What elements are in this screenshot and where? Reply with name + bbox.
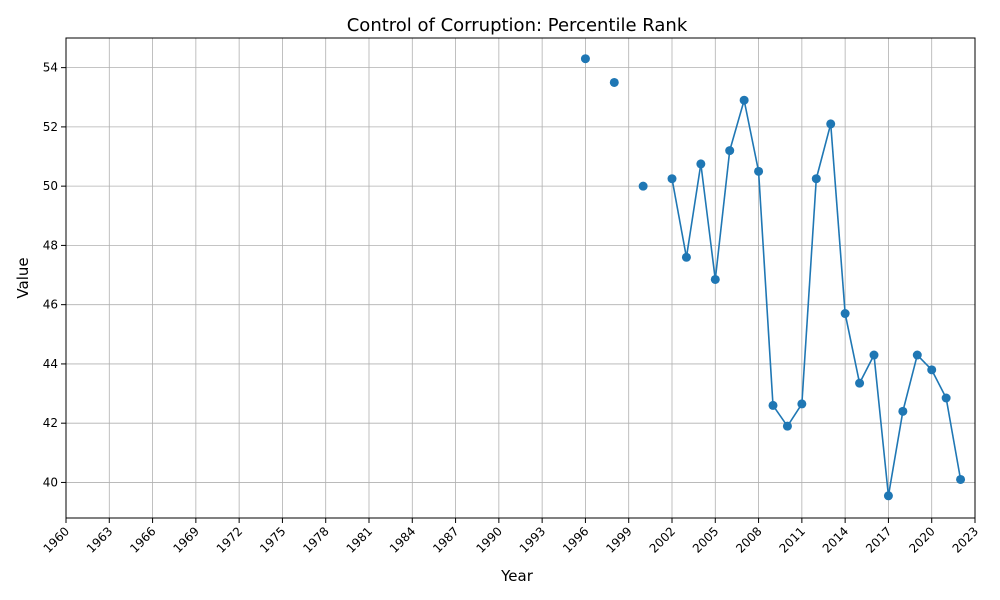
data-point xyxy=(927,365,937,375)
y-tick-label: 46 xyxy=(43,298,58,312)
y-tick-label: 44 xyxy=(43,357,58,371)
y-axis-ticks: 40 42 44 46 48 50 52 54 xyxy=(43,61,66,489)
data-point xyxy=(681,252,691,262)
data-point xyxy=(725,146,735,156)
plot-frame xyxy=(65,37,976,519)
y-tick-label: 54 xyxy=(43,61,58,75)
grid xyxy=(65,38,976,518)
data-point xyxy=(840,309,850,319)
data-point xyxy=(667,174,677,184)
series-line-segment xyxy=(714,150,731,280)
data-point xyxy=(826,119,836,129)
x-axis-title: Year xyxy=(500,567,534,585)
series-line-segment xyxy=(829,123,846,314)
series-line-segment xyxy=(815,123,832,179)
data-point xyxy=(797,399,807,409)
series-line-segment xyxy=(844,313,861,384)
data-point xyxy=(883,491,893,501)
data-point xyxy=(782,421,792,431)
series-line-segment xyxy=(887,411,904,496)
data-point xyxy=(696,159,706,169)
series-line-segment xyxy=(945,397,962,480)
data-point xyxy=(638,181,648,191)
series-line-segment xyxy=(873,354,890,496)
data-point xyxy=(855,378,865,388)
data-point xyxy=(811,174,821,184)
axes xyxy=(65,37,976,519)
series-line-segment xyxy=(902,354,919,412)
y-axis-title: Value xyxy=(14,257,32,298)
data-point xyxy=(754,166,764,176)
series-line-segment xyxy=(757,171,774,406)
y-tick-label: 50 xyxy=(43,179,58,193)
data-point xyxy=(869,350,879,360)
chart-title: Control of Corruption: Percentile Rank xyxy=(347,15,688,36)
data-point xyxy=(941,393,951,403)
data-point xyxy=(739,95,749,105)
data-point xyxy=(609,77,619,87)
y-tick-label: 40 xyxy=(43,475,58,489)
data-point xyxy=(710,274,720,284)
data-point xyxy=(580,54,590,64)
series-line-segment xyxy=(743,100,760,172)
series-line-segment xyxy=(858,354,875,384)
series-line-segment xyxy=(671,178,688,258)
y-tick-label: 52 xyxy=(43,120,58,134)
series-line-segment xyxy=(931,369,947,399)
series-point-layer xyxy=(580,54,966,501)
y-tick-label: 42 xyxy=(43,416,58,430)
data-point xyxy=(956,474,966,484)
series-line-segment xyxy=(728,100,745,151)
data-point xyxy=(768,400,778,410)
series-line-segment xyxy=(700,163,717,280)
y-tick-label: 48 xyxy=(43,238,58,252)
data-point xyxy=(912,350,922,360)
series-line-segment xyxy=(801,178,818,404)
series-line-segment xyxy=(685,163,702,258)
data-point xyxy=(898,406,908,416)
